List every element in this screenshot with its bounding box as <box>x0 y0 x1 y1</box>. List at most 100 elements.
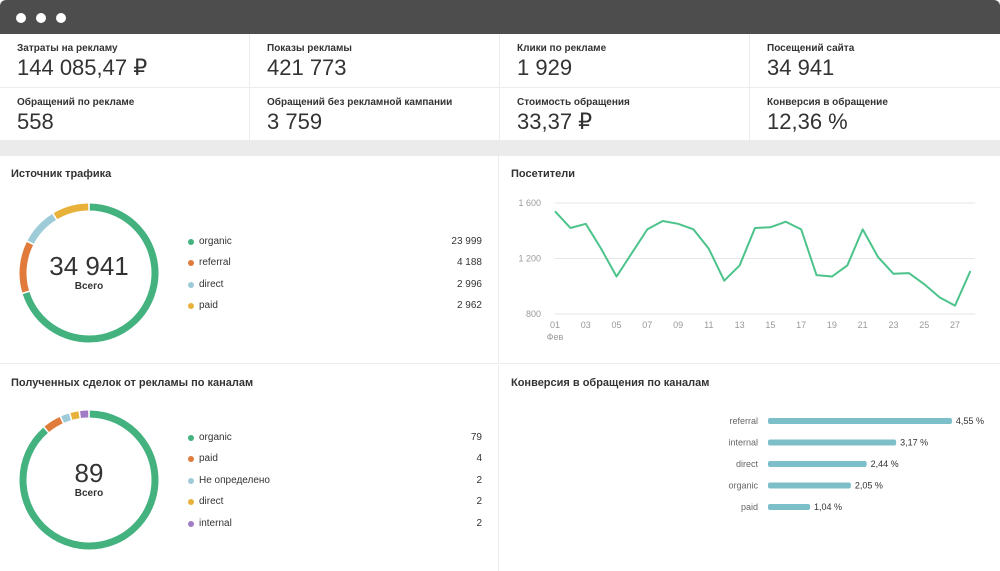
deals-panel: Полученных сделок от рекламы по каналам … <box>0 365 499 571</box>
bar-internal[interactable] <box>768 439 897 446</box>
legend-dot-icon <box>188 260 194 266</box>
donut-slice-organic[interactable] <box>19 410 159 550</box>
kpi-card: Затраты на рекламу 144 085,47 ₽ <box>0 34 250 88</box>
kpi-card: Обращений по рекламе 558 <box>0 88 250 141</box>
x-tick-label: 17 <box>796 320 806 330</box>
section-divider <box>0 141 1000 156</box>
kpi-card: Обращений без рекламной кампании 3 759 <box>250 88 500 141</box>
x-tick-label: 13 <box>735 320 745 330</box>
legend-item[interactable]: direct 2 <box>188 496 482 510</box>
panel-title: Полученных сделок от рекламы по каналам <box>11 377 254 389</box>
bar-category-label: organic <box>728 481 758 491</box>
visitors-series-line[interactable] <box>554 210 972 307</box>
legend-item[interactable]: organic 23 999 <box>188 236 482 250</box>
bar-value-label: 2,44 % <box>871 459 899 469</box>
kpi-value: 34 941 <box>767 55 835 80</box>
y-tick-label: 1 200 <box>518 254 541 264</box>
legend-item[interactable]: internal 2 <box>188 518 482 532</box>
donut-total: 34 941 <box>49 251 129 281</box>
kpi-card: Стоимость обращения 33,37 ₽ <box>500 88 750 141</box>
bar-category-label: internal <box>728 438 758 448</box>
traffic-donut-chart <box>19 203 159 343</box>
y-tick-label: 800 <box>526 309 541 319</box>
kpi-label: Клики по рекламе <box>517 43 607 54</box>
kpi-value: 12,36 % <box>767 109 848 134</box>
legend-value: 4 <box>476 453 482 464</box>
kpi-value: 421 773 <box>267 55 347 80</box>
kpi-value: 558 <box>17 109 54 134</box>
window-titlebar <box>0 0 1000 34</box>
bar-direct[interactable] <box>768 461 867 467</box>
kpi-label: Обращений без рекламной кампании <box>267 97 453 108</box>
window-dot-icon <box>56 13 66 23</box>
legend-value: 2 <box>476 496 482 507</box>
donut-slice-paid[interactable] <box>44 416 63 433</box>
traffic-source-panel: Источник трафика 34 941 Всего organic 23 … <box>0 156 499 364</box>
legend-item[interactable]: referral 4 188 <box>188 257 482 271</box>
legend-dot-icon <box>188 478 194 484</box>
legend-value: 23 999 <box>451 236 482 247</box>
x-tick-label: 25 <box>919 320 929 330</box>
bar-value-label: 1,04 % <box>814 502 842 512</box>
donut-slice-не-определено[interactable] <box>61 413 71 423</box>
legend-label: organic <box>199 236 232 247</box>
donut-slice-internal[interactable] <box>80 410 89 419</box>
x-tick-label: 03 <box>581 320 591 330</box>
legend-label: paid <box>199 453 218 464</box>
bar-paid[interactable] <box>768 504 811 510</box>
donut-center: 34 941 Всего <box>14 251 164 293</box>
legend-item[interactable]: paid 4 <box>188 453 482 467</box>
donut-slice-direct[interactable] <box>27 214 57 244</box>
kpi-value: 1 929 <box>517 55 573 80</box>
kpi-label: Стоимость обращения <box>517 97 630 108</box>
legend-label: direct <box>199 279 224 290</box>
kpi-value: 33,37 ₽ <box>517 109 593 134</box>
legend-item[interactable]: organic 79 <box>188 432 482 446</box>
kpi-grid: Затраты на рекламу 144 085,47 ₽ Показы ре… <box>0 34 1000 141</box>
donut-slice-organic[interactable] <box>22 203 159 343</box>
kpi-value: 3 759 <box>267 109 323 134</box>
kpi-label: Конверсия в обращение <box>767 97 888 108</box>
kpi-label: Посещений сайта <box>767 43 855 54</box>
bar-value-label: 2,05 % <box>855 481 883 491</box>
legend-label: direct <box>199 496 224 507</box>
donut-total-label: Всего <box>74 281 104 292</box>
kpi-value: 144 085,47 ₽ <box>17 55 148 80</box>
donut-total-label: Всего <box>74 488 104 499</box>
legend-label: Не определено <box>199 475 270 486</box>
visitors-line-chart: 1 600 1 200 800 01 03 05 07 09 11 13 15 17 19 21 23 25 2… <box>518 198 975 342</box>
bar-category-label: referral <box>729 416 758 426</box>
bar-organic[interactable] <box>768 482 851 489</box>
x-tick-label: 21 <box>858 320 868 330</box>
legend-value: 2 <box>476 518 482 529</box>
legend-value: 2 <box>476 475 482 486</box>
donut-total: 89 <box>74 458 104 488</box>
panel-title: Конверсия в обращения по каналам <box>511 377 710 389</box>
donut-slice-paid[interactable] <box>53 203 89 220</box>
legend-value: 79 <box>470 432 482 443</box>
legend-item[interactable]: direct 2 996 <box>188 279 482 293</box>
window-dot-icon <box>36 13 46 23</box>
kpi-card: Клики по рекламе 1 929 <box>500 34 750 88</box>
x-tick-label: 01 <box>550 320 560 330</box>
kpi-label: Показы рекламы <box>267 43 352 54</box>
legend-dot-icon <box>188 239 194 245</box>
kpi-card: Показы рекламы 421 773 <box>250 34 500 88</box>
legend-item[interactable]: Не определено 2 <box>188 475 482 489</box>
panel-title: Источник трафика <box>11 168 112 180</box>
legend-item[interactable]: paid 2 962 <box>188 300 482 314</box>
legend-dot-icon <box>188 303 194 309</box>
donut-slice-referral[interactable] <box>19 241 34 293</box>
x-tick-label: 11 <box>704 320 713 330</box>
bar-referral[interactable] <box>768 418 952 424</box>
legend-label: referral <box>199 257 231 268</box>
traffic-legend: organic 23 999 referral 4 188 direct 2 996 … <box>188 236 482 326</box>
donut-slice-direct[interactable] <box>70 411 80 420</box>
x-axis-month-label: Фев <box>547 332 564 342</box>
legend-label: organic <box>199 432 232 443</box>
donut-center: 89 Всего <box>14 458 164 500</box>
bar-value-label: 3,17 % <box>900 438 928 448</box>
legend-label: paid <box>199 300 218 311</box>
x-tick-label: 15 <box>765 320 775 330</box>
kpi-card: Посещений сайта 34 941 <box>750 34 1000 88</box>
